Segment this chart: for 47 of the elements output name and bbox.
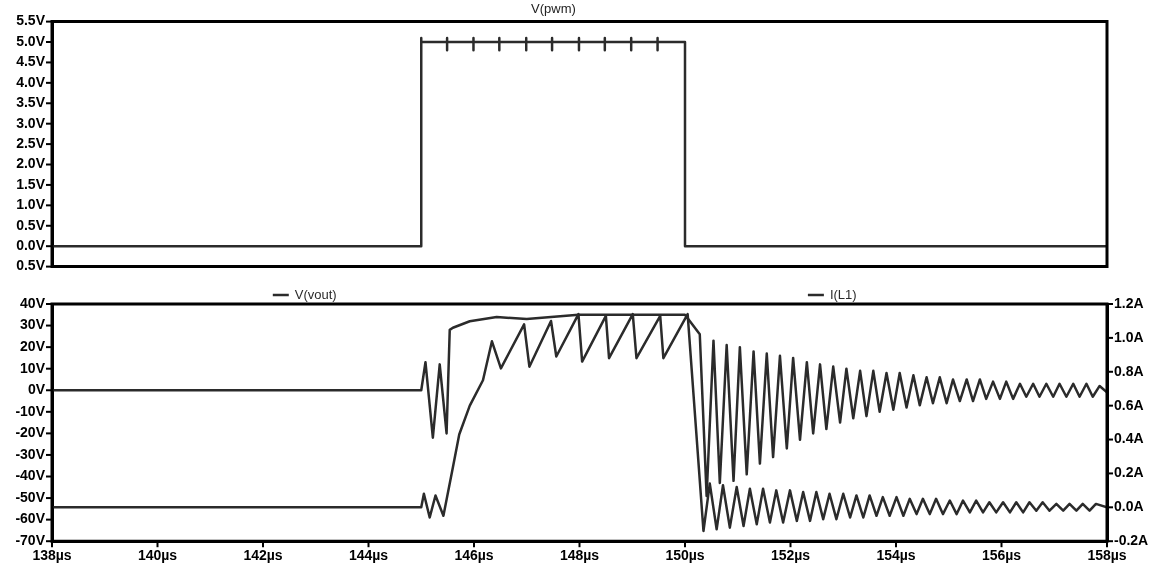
y2-tick-label: 0.8A xyxy=(1114,362,1144,379)
y2-tick-label: 0.6A xyxy=(1114,396,1144,413)
y-tick-label: -70V xyxy=(15,532,46,549)
y-tick-label: 4.0V xyxy=(16,73,46,90)
x-tick-label: 148µs xyxy=(559,547,600,564)
y-tick-label: 1.5V xyxy=(16,175,46,192)
y2-tick-label: -0.2A xyxy=(1114,532,1149,549)
y-tick-label: 3.0V xyxy=(16,114,46,131)
y2-tick-label: 1.0A xyxy=(1114,328,1144,345)
x-tick-label: 152µs xyxy=(770,547,811,564)
y-tick-label: 5.0V xyxy=(16,32,46,49)
y-tick-label: 5.5V xyxy=(16,12,46,29)
y-tick-label: 0V xyxy=(27,381,46,398)
x-tick-label: 154µs xyxy=(876,547,916,564)
chart-title: V(pwm) xyxy=(531,1,576,17)
y-tick-label: 0.5V xyxy=(16,257,46,274)
y-tick-label: -50V xyxy=(15,488,46,505)
x-tick-label: 142µs xyxy=(243,547,283,564)
y-tick-label: 2.5V xyxy=(16,134,46,151)
x-tick-label: 150µs xyxy=(665,547,705,564)
y-tick-label: 0.5V xyxy=(16,216,46,233)
y2-tick-label: 1.2A xyxy=(1114,294,1144,311)
x-tick-label: 144µs xyxy=(348,547,389,564)
y-tick-label: 0.0V xyxy=(16,237,46,254)
y-tick-label: 20V xyxy=(20,337,46,354)
y-tick-label: -30V xyxy=(15,445,46,462)
x-tick-label: 138µs xyxy=(32,547,72,564)
legend-label: V(vout) xyxy=(294,287,337,303)
x-tick-label: 146µs xyxy=(454,547,494,564)
y-tick-label: 4.5V xyxy=(16,53,46,70)
y-tick-label: 3.5V xyxy=(16,94,46,111)
y-tick-label: -20V xyxy=(15,424,46,441)
x-tick-label: 158µs xyxy=(1087,547,1127,564)
x-tick-label: 140µs xyxy=(137,547,178,564)
legend-label: I(L1) xyxy=(829,287,857,303)
y-tick-label: 2.0V xyxy=(16,155,46,172)
y2-tick-label: 0.0A xyxy=(1114,498,1144,515)
y-tick-label: 30V xyxy=(20,316,46,333)
y2-tick-label: 0.2A xyxy=(1114,464,1144,481)
y-tick-label: 40V xyxy=(20,294,46,311)
y-tick-label: -10V xyxy=(15,402,46,419)
y2-tick-label: 0.4A xyxy=(1114,430,1144,447)
x-tick-label: 156µs xyxy=(981,547,1022,564)
y-tick-label: 10V xyxy=(20,359,46,376)
y-tick-label: -60V xyxy=(15,510,46,527)
y-tick-label: -40V xyxy=(15,467,46,484)
y-tick-label: 1.0V xyxy=(16,196,46,213)
